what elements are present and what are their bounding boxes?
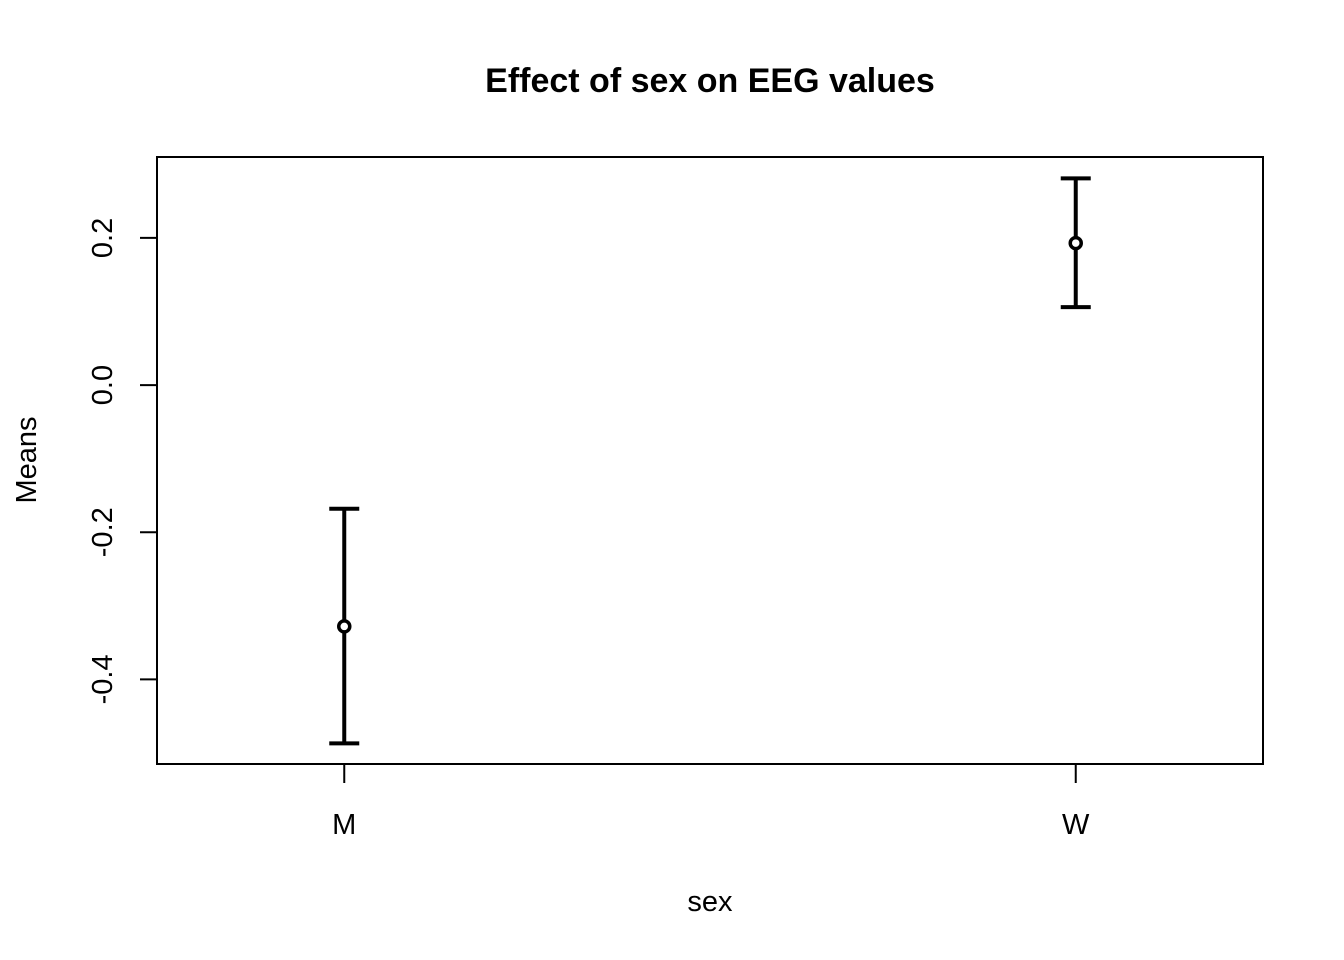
y-axis-label: Means [11, 416, 43, 503]
y-tick-label: -0.4 [87, 654, 119, 704]
mean-point [1068, 235, 1083, 251]
y-tick-label: -0.2 [87, 507, 119, 557]
mean-point [337, 619, 352, 634]
error-bar-series [329, 176, 1091, 746]
y-axis: -0.4 -0.2 0.0 0.2 [87, 218, 158, 704]
y-tick-label: 0.2 [87, 218, 119, 258]
y-tick-label: 0.0 [87, 365, 119, 405]
x-axis-label: sex [687, 886, 733, 918]
x-tick-label: W [1062, 809, 1090, 841]
chart-title: Effect of sex on EEG values [485, 62, 935, 100]
x-tick-label: M [332, 809, 356, 841]
